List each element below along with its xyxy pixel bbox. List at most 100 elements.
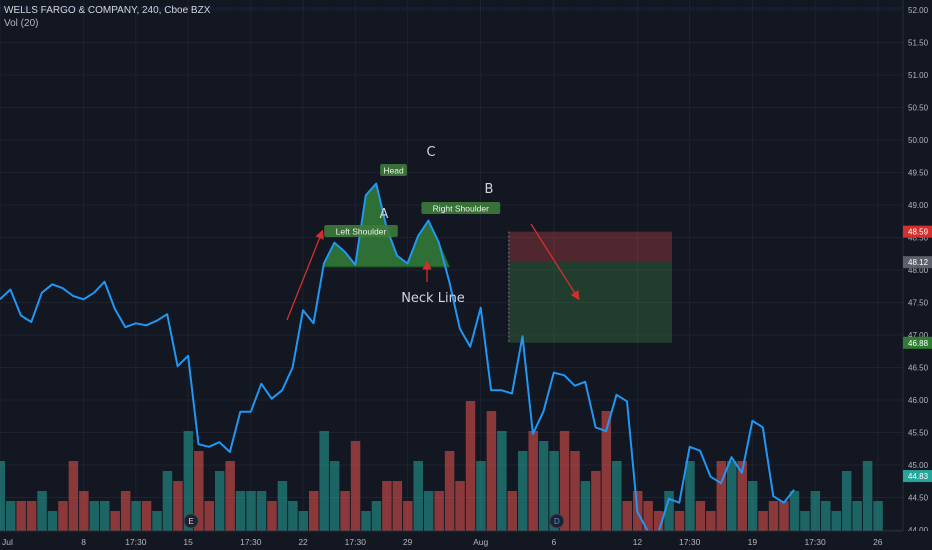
volume-bar xyxy=(601,411,612,531)
price-tick-label: 50.00 xyxy=(908,136,929,145)
volume-bar xyxy=(486,411,497,531)
last-price-tag xyxy=(903,470,932,483)
volume-bar xyxy=(789,491,800,531)
volume-bar xyxy=(591,471,601,531)
time-tick-label: 17:30 xyxy=(345,537,367,547)
point-c-label: C xyxy=(426,145,435,160)
volume-bar xyxy=(413,461,423,531)
volume-bar xyxy=(403,501,413,531)
volume-bars xyxy=(0,401,883,531)
volume-bar xyxy=(528,431,538,531)
price-tick-label: 48.00 xyxy=(908,266,929,275)
head-label-background xyxy=(380,164,407,176)
volume-bar xyxy=(758,511,768,531)
volume-bar xyxy=(392,481,403,531)
volume-bar xyxy=(507,491,518,531)
time-axis-background xyxy=(0,531,932,550)
price-tick-label: 44.50 xyxy=(908,494,929,503)
level-price-label: 48.12 xyxy=(908,258,929,267)
volume-bar xyxy=(518,451,528,531)
volume-bar xyxy=(768,501,779,531)
volume-bar xyxy=(267,501,277,531)
volume-bar xyxy=(674,511,685,531)
level-price-tag xyxy=(903,225,932,238)
level-price-label: 46.88 xyxy=(908,339,929,348)
volume-bar xyxy=(288,501,298,531)
price-axis[interactable]: 52.00 51.50 51.00 50.50 50.00 49.50 49.00 48.50… xyxy=(902,0,932,550)
volume-indicator-label[interactable]: Vol (20) xyxy=(4,18,39,29)
volume-bar xyxy=(204,501,214,531)
volume-bar xyxy=(497,431,507,531)
neck-line-label: Neck Line xyxy=(401,291,465,306)
price-tick-label: 44.00 xyxy=(908,526,929,535)
volume-bar xyxy=(361,511,371,531)
volume-bar xyxy=(559,431,570,531)
time-axis[interactable]: Jul 8 17:30 15 17:30 22 17:30 29 Aug 6 12 17:30 19 17… xyxy=(0,530,932,550)
volume-bar xyxy=(622,501,632,531)
time-tick-label: 22 xyxy=(298,537,308,547)
price-tick-label: 49.00 xyxy=(908,201,929,210)
symbol-title[interactable]: WELLS FARGO & COMPANY, 240, Cboe BZX xyxy=(4,5,211,16)
point-a-label: A xyxy=(380,207,389,222)
pattern-labels: Left Shoulder Head Right Shoulder A C B Neck L… xyxy=(324,145,501,306)
volume-bar xyxy=(810,491,821,531)
volume-bar xyxy=(47,511,58,531)
event-marker-d xyxy=(549,513,565,529)
price-tick-label: 52.00 xyxy=(908,6,929,15)
volume-bar xyxy=(152,511,162,531)
price-tick-label: 50.50 xyxy=(908,104,929,113)
left-shoulder-label: Left Shoulder xyxy=(336,227,387,237)
volume-bar xyxy=(643,501,653,531)
volume-bar xyxy=(747,481,758,531)
volume-bar xyxy=(580,481,591,531)
time-tick-label: 19 xyxy=(748,537,758,547)
time-tick-label: Aug xyxy=(473,537,488,547)
volume-bar xyxy=(0,461,5,531)
volume-bar xyxy=(371,501,382,531)
uptrend-arrow xyxy=(286,229,324,321)
last-price-label: 44.83 xyxy=(908,472,929,481)
volume-bar xyxy=(664,491,674,531)
volume-bar xyxy=(298,511,309,531)
volume-bar xyxy=(110,511,120,531)
level-price-label: 48.59 xyxy=(908,228,929,237)
level-price-tag xyxy=(903,256,932,269)
volume-bar xyxy=(538,441,549,531)
time-tick-label: 26 xyxy=(873,537,883,547)
time-tick-label: 29 xyxy=(403,537,413,547)
time-tick-label: 8 xyxy=(81,537,86,547)
volume-bar xyxy=(434,491,444,531)
price-line xyxy=(0,182,795,535)
price-tick-label: 45.00 xyxy=(908,461,929,470)
volume-bar xyxy=(612,461,622,531)
right-shoulder-label: Right Shoulder xyxy=(433,204,489,214)
volume-bar xyxy=(685,461,695,531)
volume-bar xyxy=(570,451,580,531)
annotation-arrows xyxy=(286,223,580,321)
price-tick-label: 47.50 xyxy=(908,299,929,308)
risk-reward-zones[interactable] xyxy=(508,231,672,343)
volume-bar xyxy=(37,491,47,531)
volume-bar xyxy=(89,501,100,531)
volume-bar xyxy=(183,431,194,531)
volume-bar xyxy=(173,481,183,531)
right-shoulder-label-background xyxy=(421,202,501,214)
time-tick-label: 17:30 xyxy=(125,537,147,547)
volume-bar xyxy=(79,491,89,531)
left-shoulder-label-background xyxy=(324,225,398,237)
volume-bar xyxy=(319,431,329,531)
downtrend-arrow xyxy=(530,223,580,301)
price-tick-label: 47.00 xyxy=(908,331,929,340)
profit-target-zone xyxy=(508,262,672,343)
head-label: Head xyxy=(383,166,404,176)
volume-bar xyxy=(141,501,152,531)
volume-bar xyxy=(706,511,716,531)
volume-bar xyxy=(716,461,727,531)
price-tick-label: 48.50 xyxy=(908,234,929,243)
volume-bar xyxy=(100,501,110,531)
price-tick-label: 51.50 xyxy=(908,39,929,48)
volume-bar xyxy=(382,481,392,531)
stop-loss-zone xyxy=(508,231,672,263)
